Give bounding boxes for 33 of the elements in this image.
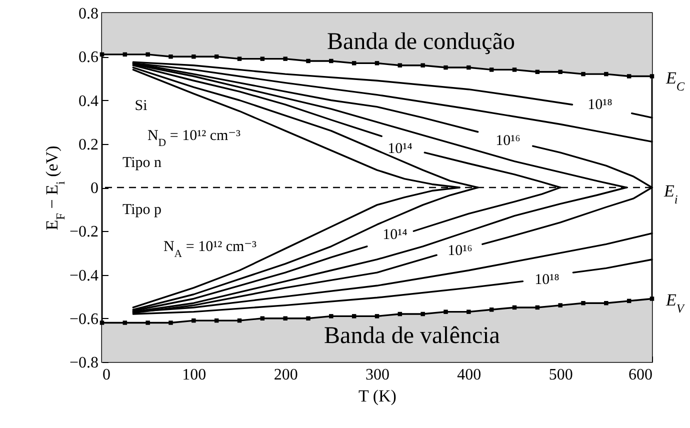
annotation: 10¹⁶	[448, 243, 472, 259]
y-tick-label: −0.4	[69, 267, 98, 284]
annotation: 10¹⁸	[534, 272, 560, 288]
y-tick-label: 0.6	[78, 49, 98, 66]
annotation: Tipo n	[122, 155, 162, 171]
annotation: 10¹⁴	[388, 141, 412, 157]
x-tick-label: 0	[102, 366, 110, 384]
annotation: Si	[134, 98, 148, 114]
ref-line-label: E$_{i}$	[663, 182, 678, 206]
x-tick-label: 600	[628, 366, 652, 384]
x-tick-label: 200	[274, 366, 298, 384]
x-tick-label: 500	[548, 366, 573, 384]
x-tick-label: 300	[366, 366, 390, 384]
y-tick-label: −0.6	[69, 310, 98, 328]
x-axis-title: T (K)	[358, 386, 396, 406]
annotation: N$_{D}$ = 10¹² cm⁻³	[147, 128, 242, 149]
x-tick-label: 400	[457, 366, 482, 384]
series-label: E$_{V}$	[665, 290, 686, 316]
y-tick-label: 0	[90, 180, 98, 197]
y-tick-label: 0.8	[78, 6, 98, 22]
annotation: Banda de valência	[324, 323, 500, 349]
annotation: Tipo p	[122, 202, 162, 218]
series-label: E$_{C}$	[665, 68, 686, 94]
annotation: 10¹⁴	[382, 227, 408, 243]
annotation: 10¹⁶	[496, 133, 520, 149]
y-tick-label: −0.8	[69, 354, 98, 372]
y-tick-label: 0.4	[78, 92, 98, 110]
y-tick-label: −0.2	[69, 224, 98, 241]
annotation: N$_{A}$ = 10¹² cm⁻³	[163, 239, 258, 260]
annotation: Banda de condução	[327, 29, 515, 55]
y-tick-label: 0.2	[78, 136, 98, 154]
annotation: 10¹⁸	[588, 97, 612, 113]
x-tick-label: 100	[182, 366, 206, 384]
